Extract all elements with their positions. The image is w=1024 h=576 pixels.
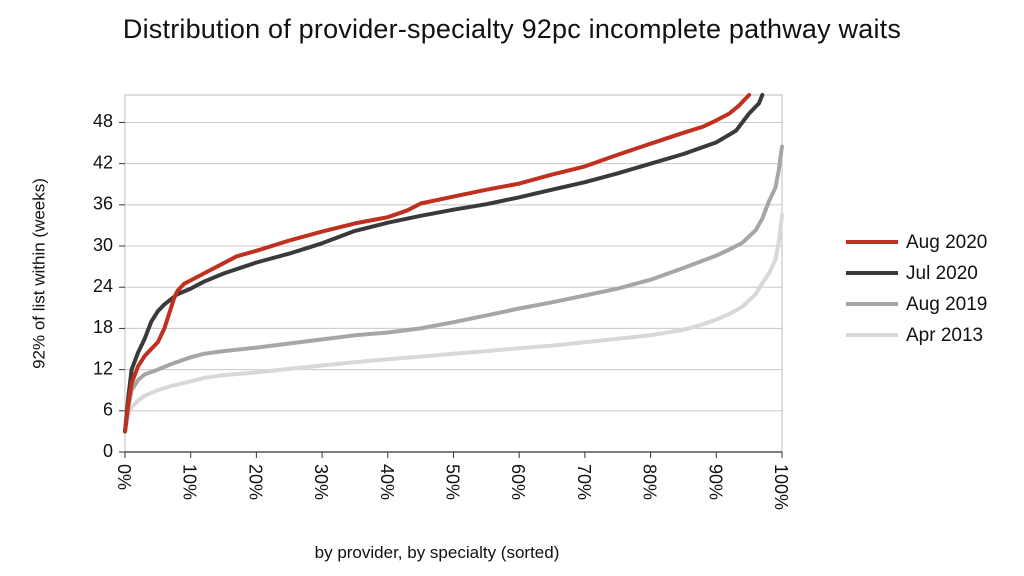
y-tick-label: 12 — [93, 358, 113, 378]
x-tick-label: 50% — [443, 464, 463, 500]
y-tick-label: 6 — [103, 400, 113, 420]
x-axis-title: by provider, by specialty (sorted) — [315, 543, 560, 562]
x-tick-label: 40% — [377, 464, 397, 500]
y-tick-label: 24 — [93, 276, 113, 296]
legend-label: Aug 2019 — [906, 294, 987, 315]
x-tick-label: 80% — [640, 464, 660, 500]
series-line-aug-2020 — [123, 93, 752, 434]
y-tick-label: 42 — [93, 152, 113, 172]
x-tick-label: 20% — [245, 464, 265, 500]
y-axis-ticks: 0 6 12 18 24 30 36 42 48 — [93, 111, 125, 461]
x-axis-ticks: 0% 10% 20% 30% 40% 50% 60% 70% 80% 90% 100% — [114, 452, 791, 510]
legend-label: Jul 2020 — [906, 263, 978, 284]
legend: Aug 2020 Jul 2020 Aug 2019 Apr 2013 — [846, 232, 987, 346]
x-tick-label: 60% — [508, 464, 528, 500]
series-line-aug-2019 — [123, 144, 784, 434]
x-tick-label: 100% — [771, 464, 791, 510]
x-tick-label: 10% — [180, 464, 200, 500]
chart-title: Distribution of provider-specialty 92pc … — [122, 14, 902, 44]
gridlines — [125, 121, 782, 412]
y-tick-label: 48 — [93, 111, 113, 131]
y-tick-label: 36 — [93, 194, 113, 214]
legend-label: Aug 2020 — [906, 232, 987, 253]
y-tick-label: 18 — [93, 317, 113, 337]
series-line-jul-2020 — [123, 93, 765, 434]
x-tick-label: 30% — [311, 464, 331, 500]
legend-label: Apr 2013 — [906, 325, 983, 346]
y-tick-label: 0 — [103, 441, 113, 461]
series-line-apr-2013 — [123, 213, 784, 434]
y-axis-title: 92% of list within (weeks) — [29, 178, 48, 369]
x-tick-label: 70% — [574, 464, 594, 500]
y-tick-label: 30 — [93, 235, 113, 255]
x-tick-label: 90% — [705, 464, 725, 500]
x-tick-label: 0% — [114, 464, 134, 490]
series-lines — [123, 93, 784, 434]
